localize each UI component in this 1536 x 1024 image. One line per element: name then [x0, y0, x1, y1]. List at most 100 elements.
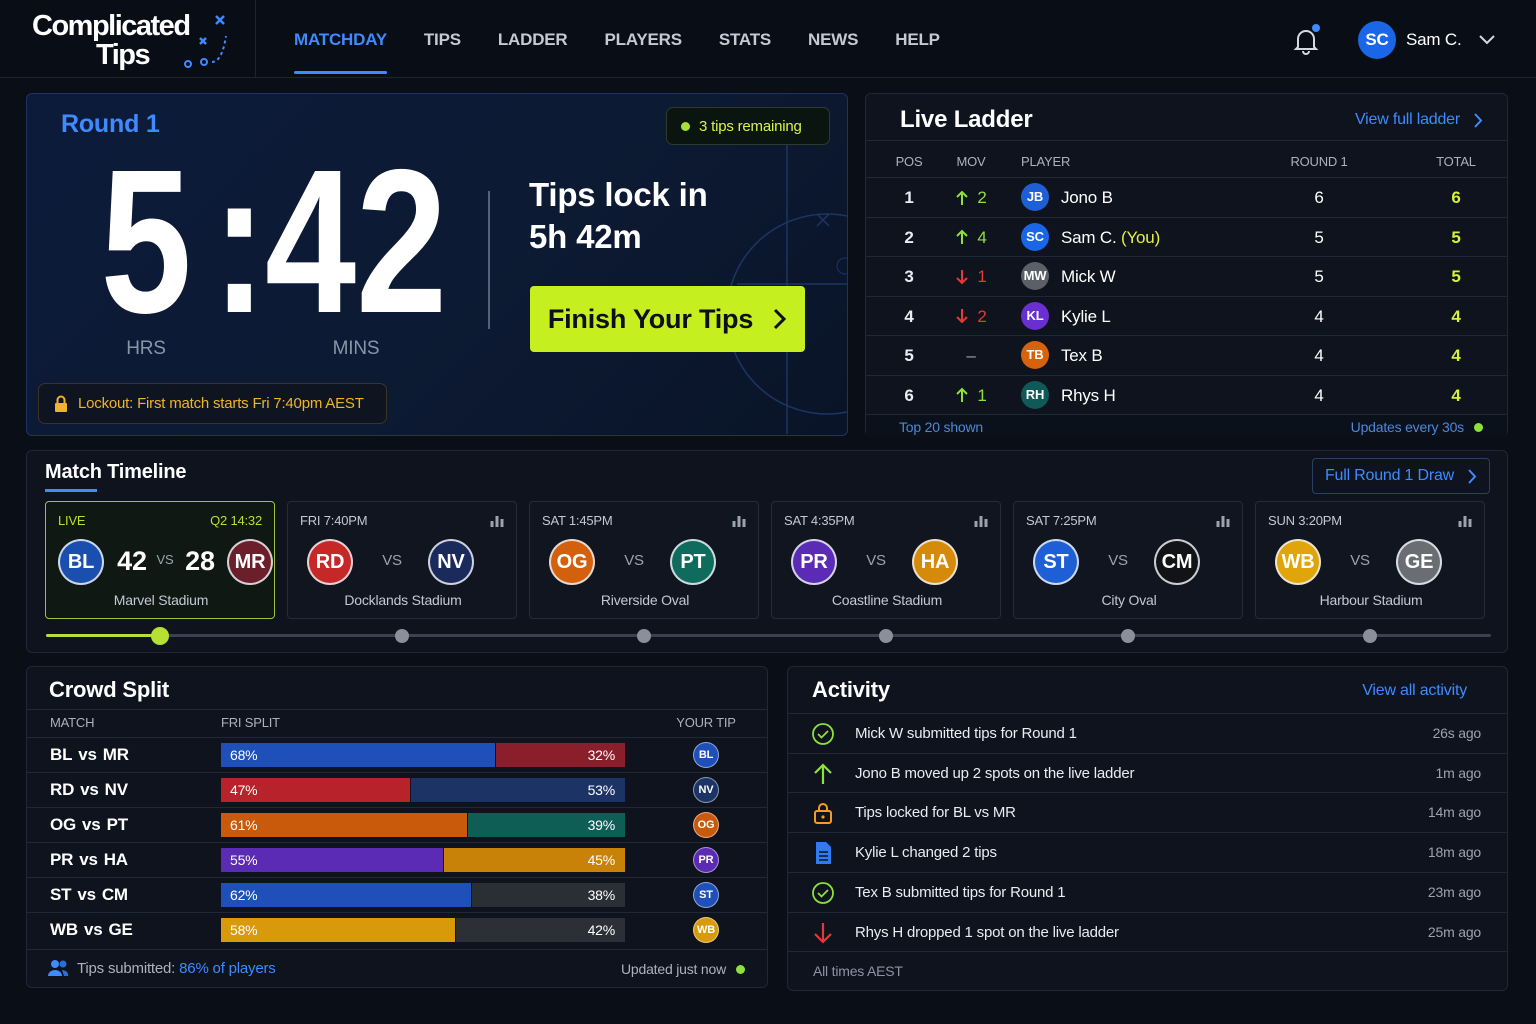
- round-title: Round 1: [61, 110, 160, 138]
- logo-line2: Tips: [96, 39, 151, 71]
- logo[interactable]: Complicated Tips: [32, 10, 232, 71]
- vs: VS: [1350, 552, 1370, 569]
- activity-text: Tips locked for BL vs MR: [855, 804, 1016, 822]
- column-header: POS: [895, 154, 923, 169]
- round-score: 5: [1314, 267, 1324, 286]
- match-card[interactable]: LIVE Q2 14:32 BL MR 42 VS 28 Marvel Stadium: [45, 501, 275, 619]
- vs: vs: [79, 850, 98, 869]
- home-bar: 55%: [221, 848, 443, 872]
- full-draw-button[interactable]: Full Round 1 Draw: [1312, 458, 1490, 494]
- match-card[interactable]: SAT 4:35PM PR VS HA Coastline Stadium: [771, 501, 1001, 619]
- timeline-dot[interactable]: [637, 628, 651, 643]
- timeline-dot[interactable]: [1363, 628, 1377, 643]
- activity-text: Kylie L changed 2 tips: [855, 844, 997, 862]
- live-dot: [1474, 422, 1483, 432]
- tips-link[interactable]: 86% of players: [179, 959, 276, 977]
- timeline-dot[interactable]: [395, 628, 409, 643]
- your-tip: BL: [693, 742, 719, 768]
- away-pct: 38%: [587, 887, 616, 903]
- activity-text: Rhys H dropped 1 spot on the live ladder: [855, 923, 1119, 941]
- ladder-row: 6 1 RH Rhys H 4 4: [866, 374, 1507, 415]
- activity-footer: All times AEST: [813, 963, 903, 979]
- team-badge: RD: [307, 539, 353, 585]
- total-score: 5: [1451, 267, 1461, 286]
- separator: :: [212, 127, 267, 356]
- kickoff-time: SAT 7:25PM: [1026, 513, 1097, 528]
- movement: 2: [948, 297, 994, 336]
- stats-icon: [974, 516, 988, 527]
- divider: [488, 191, 490, 329]
- timeline-dot[interactable]: [879, 628, 893, 643]
- ladder-row: 4 2 KL Kylie L 4 4: [866, 295, 1507, 336]
- home-pct: 61%: [230, 817, 258, 833]
- home-pct: 47%: [230, 782, 258, 798]
- view-full-ladder[interactable]: View full ladder: [1355, 111, 1483, 129]
- timeline-dot[interactable]: [1121, 628, 1135, 643]
- home-bar: 47%: [221, 778, 411, 802]
- match-card[interactable]: SAT 7:25PM ST VS CM City Oval: [1013, 501, 1243, 619]
- footer-right: Updates every 30s: [1351, 419, 1483, 435]
- name: Jono B: [1061, 188, 1113, 207]
- activity-row: Tex B submitted tips for Round 1 23m ago: [788, 871, 1507, 912]
- match-timeline-card: Match Timeline Full Round 1 Draw LIVE Q2 …: [26, 450, 1508, 653]
- divider: [866, 140, 1507, 141]
- avatar: SC: [1021, 222, 1049, 251]
- finish-tips-button[interactable]: Finish Your Tips: [530, 286, 805, 352]
- player-name: Tex B: [1061, 336, 1103, 375]
- venue: Coastline Stadium: [831, 592, 943, 608]
- team-badge: ST: [1033, 539, 1079, 585]
- user-menu[interactable]: SC Sam C.: [1358, 21, 1496, 59]
- position: 5: [904, 346, 914, 365]
- match-card[interactable]: SAT 1:45PM OG VS PT Riverside Oval: [529, 501, 759, 619]
- away-pct: 42%: [587, 922, 616, 938]
- chevron-right: [1468, 468, 1477, 484]
- nav-link[interactable]: PLAYERS: [604, 30, 683, 49]
- nav-link[interactable]: NEWS: [808, 30, 859, 49]
- updated-text: Updated just now: [621, 961, 726, 977]
- move-value: 4: [977, 227, 987, 247]
- team-badge: CM: [1154, 539, 1200, 585]
- column-header: PLAYER: [1021, 154, 1071, 169]
- move-value: 1: [977, 267, 987, 286]
- away-team: CM: [101, 885, 128, 904]
- away-team: MR: [102, 745, 129, 764]
- nav-link[interactable]: TIPS: [423, 30, 461, 49]
- home-team: OG: [50, 815, 77, 834]
- logo-graphic: [184, 15, 227, 68]
- activity-row: Jono B moved up 2 spots on the live ladd…: [788, 752, 1507, 793]
- team-badge: NV: [428, 539, 474, 585]
- split-row: BL vs MR 68% 32% BL: [27, 737, 767, 772]
- away-bar: 42%: [455, 918, 625, 942]
- nav-link[interactable]: STATS: [718, 30, 772, 49]
- nav-link[interactable]: MATCHDAY: [294, 0, 387, 78]
- view-all-activity[interactable]: View all activity: [1362, 682, 1467, 699]
- match-label: RD vs NV: [50, 773, 128, 807]
- movement: 4: [948, 218, 994, 257]
- move-arrow: [956, 269, 969, 284]
- move-arrow: [956, 229, 969, 244]
- match-card[interactable]: SUN 3:20PM WB VS GE Harbour Stadium: [1255, 501, 1485, 619]
- bell-icon: [1293, 24, 1320, 55]
- column-header: TOTAL: [1436, 154, 1476, 169]
- match-card[interactable]: FRI 7:40PM RD VS NV Docklands Stadium: [287, 501, 517, 619]
- player-name: Jono B: [1061, 178, 1113, 217]
- ladder-row: 1 2 JB Jono B 6 6: [866, 177, 1507, 217]
- match-label: OG vs PT: [50, 808, 128, 842]
- move-arrow: [956, 309, 969, 324]
- away-team: GE: [108, 920, 133, 939]
- vs: vs: [78, 745, 97, 764]
- vs: vs: [77, 885, 96, 904]
- notifications[interactable]: [1290, 24, 1322, 56]
- activity-row: Tips locked for BL vs MR 14m ago: [788, 792, 1507, 832]
- venue: City Oval: [1101, 592, 1157, 608]
- lock-icon: [55, 395, 67, 412]
- split-row: PR vs HA 55% 45% PR: [27, 842, 767, 877]
- timeline-dot[interactable]: [151, 626, 169, 645]
- nav-link[interactable]: HELP: [895, 30, 940, 49]
- progress-fill: [46, 634, 163, 637]
- nav-link[interactable]: LADDER: [497, 30, 568, 49]
- activity-row: Rhys H dropped 1 spot on the live ladder…: [788, 911, 1507, 952]
- match-clock: Q2 14:32: [210, 513, 262, 528]
- player-name: Sam C. (You): [1061, 218, 1160, 257]
- live-status: LIVE: [58, 513, 86, 528]
